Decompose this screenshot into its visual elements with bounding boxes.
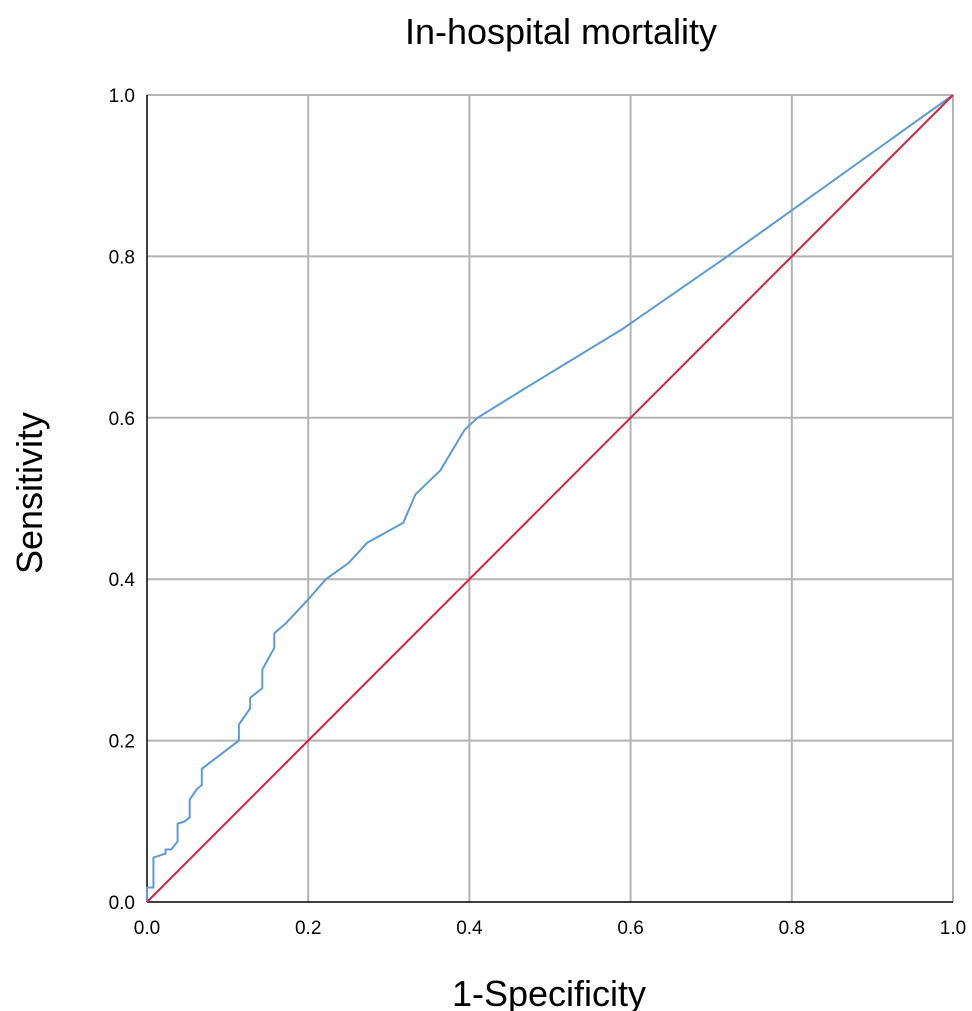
x-tick-label: 1.0 bbox=[940, 918, 966, 939]
y-tick-label: 0.2 bbox=[109, 732, 135, 753]
series-layer bbox=[146, 94, 954, 903]
x-tick-label: 0.0 bbox=[134, 918, 160, 939]
y-axis-label: Sensitivity bbox=[9, 412, 50, 574]
x-axis-label: 1-Specificity bbox=[452, 973, 646, 1011]
x-tick-label: 0.2 bbox=[295, 918, 321, 939]
x-tick-label: 0.8 bbox=[779, 918, 805, 939]
roc-curve-line bbox=[146, 94, 954, 902]
x-tick-label: 0.6 bbox=[617, 918, 643, 939]
tick-labels: 0.0 0.2 0.4 0.6 0.8 1.0 0.0 0.2 0.4 0.6 0.8 1.0 bbox=[109, 86, 967, 939]
grid bbox=[147, 94, 954, 902]
y-tick-label: 1.0 bbox=[109, 86, 135, 107]
y-tick-label: 0.6 bbox=[109, 409, 135, 430]
axes bbox=[146, 95, 953, 903]
y-tick-label: 0.0 bbox=[109, 893, 135, 914]
y-tick-label: 0.8 bbox=[109, 247, 135, 268]
chart-title: In-hospital mortality bbox=[405, 11, 717, 52]
x-tick-label: 0.4 bbox=[456, 918, 483, 939]
reference-diagonal-line bbox=[146, 94, 954, 903]
y-tick-label: 0.4 bbox=[109, 570, 136, 591]
